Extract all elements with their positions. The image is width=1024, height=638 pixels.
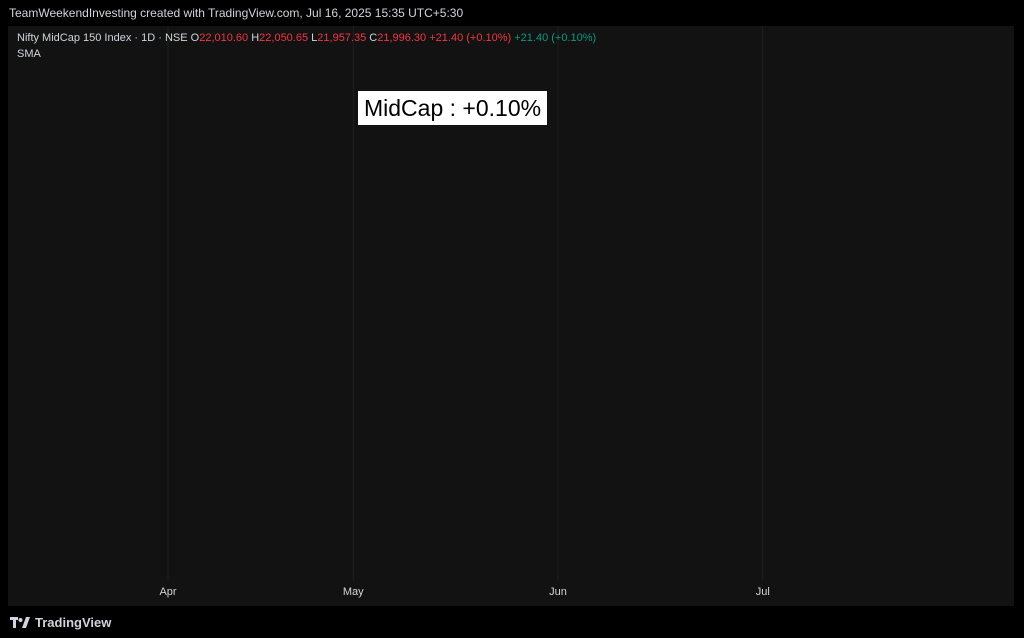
footer-bar: TradingView: [0, 606, 1024, 638]
annotation-box[interactable]: MidCap : +0.10%: [358, 91, 548, 125]
time-tick-label: Jun: [549, 586, 567, 598]
price-chart[interactable]: 16,800.0017,200.0017,600.0018,000.0018,4…: [8, 26, 1014, 606]
grid-lines: [167, 26, 764, 581]
low-label: L: [311, 32, 318, 44]
close-value: 21,996.30: [377, 32, 427, 44]
chart-area[interactable]: 16,800.0017,200.0017,600.0018,000.0018,4…: [8, 26, 1014, 606]
high-value: 22,050.65: [259, 32, 309, 44]
time-tick-label: May: [343, 586, 364, 598]
open-label: O: [190, 32, 200, 44]
open-value: 22,010.60: [199, 32, 249, 44]
tradingview-brand: TradingView: [35, 615, 112, 630]
time-tick-label: Apr: [159, 586, 176, 598]
low-value: 21,957.35: [317, 32, 367, 44]
symbol-label: Nifty MidCap 150 Index · 1D · NSE: [17, 32, 188, 44]
ohlc-legend: Nifty MidCap 150 Index · 1D · NSE O22,01…: [17, 32, 596, 44]
time-axis: Apr May Jun Jul: [159, 586, 769, 598]
indicator-change-value: +21.40 (+0.10%): [514, 32, 597, 44]
tradingview-icon: [10, 616, 30, 628]
credit-bar: TeamWeekendInvesting created with Tradin…: [0, 0, 1024, 26]
tradingview-logo[interactable]: TradingView: [10, 615, 111, 630]
change-value: +21.40 (+0.10%): [429, 32, 512, 44]
credit-text: TeamWeekendInvesting created with Tradin…: [9, 6, 464, 20]
sma-indicator-label[interactable]: SMA: [17, 48, 41, 60]
close-label: C: [369, 32, 378, 44]
high-label: H: [251, 32, 260, 44]
time-tick-label: Jul: [756, 586, 770, 598]
